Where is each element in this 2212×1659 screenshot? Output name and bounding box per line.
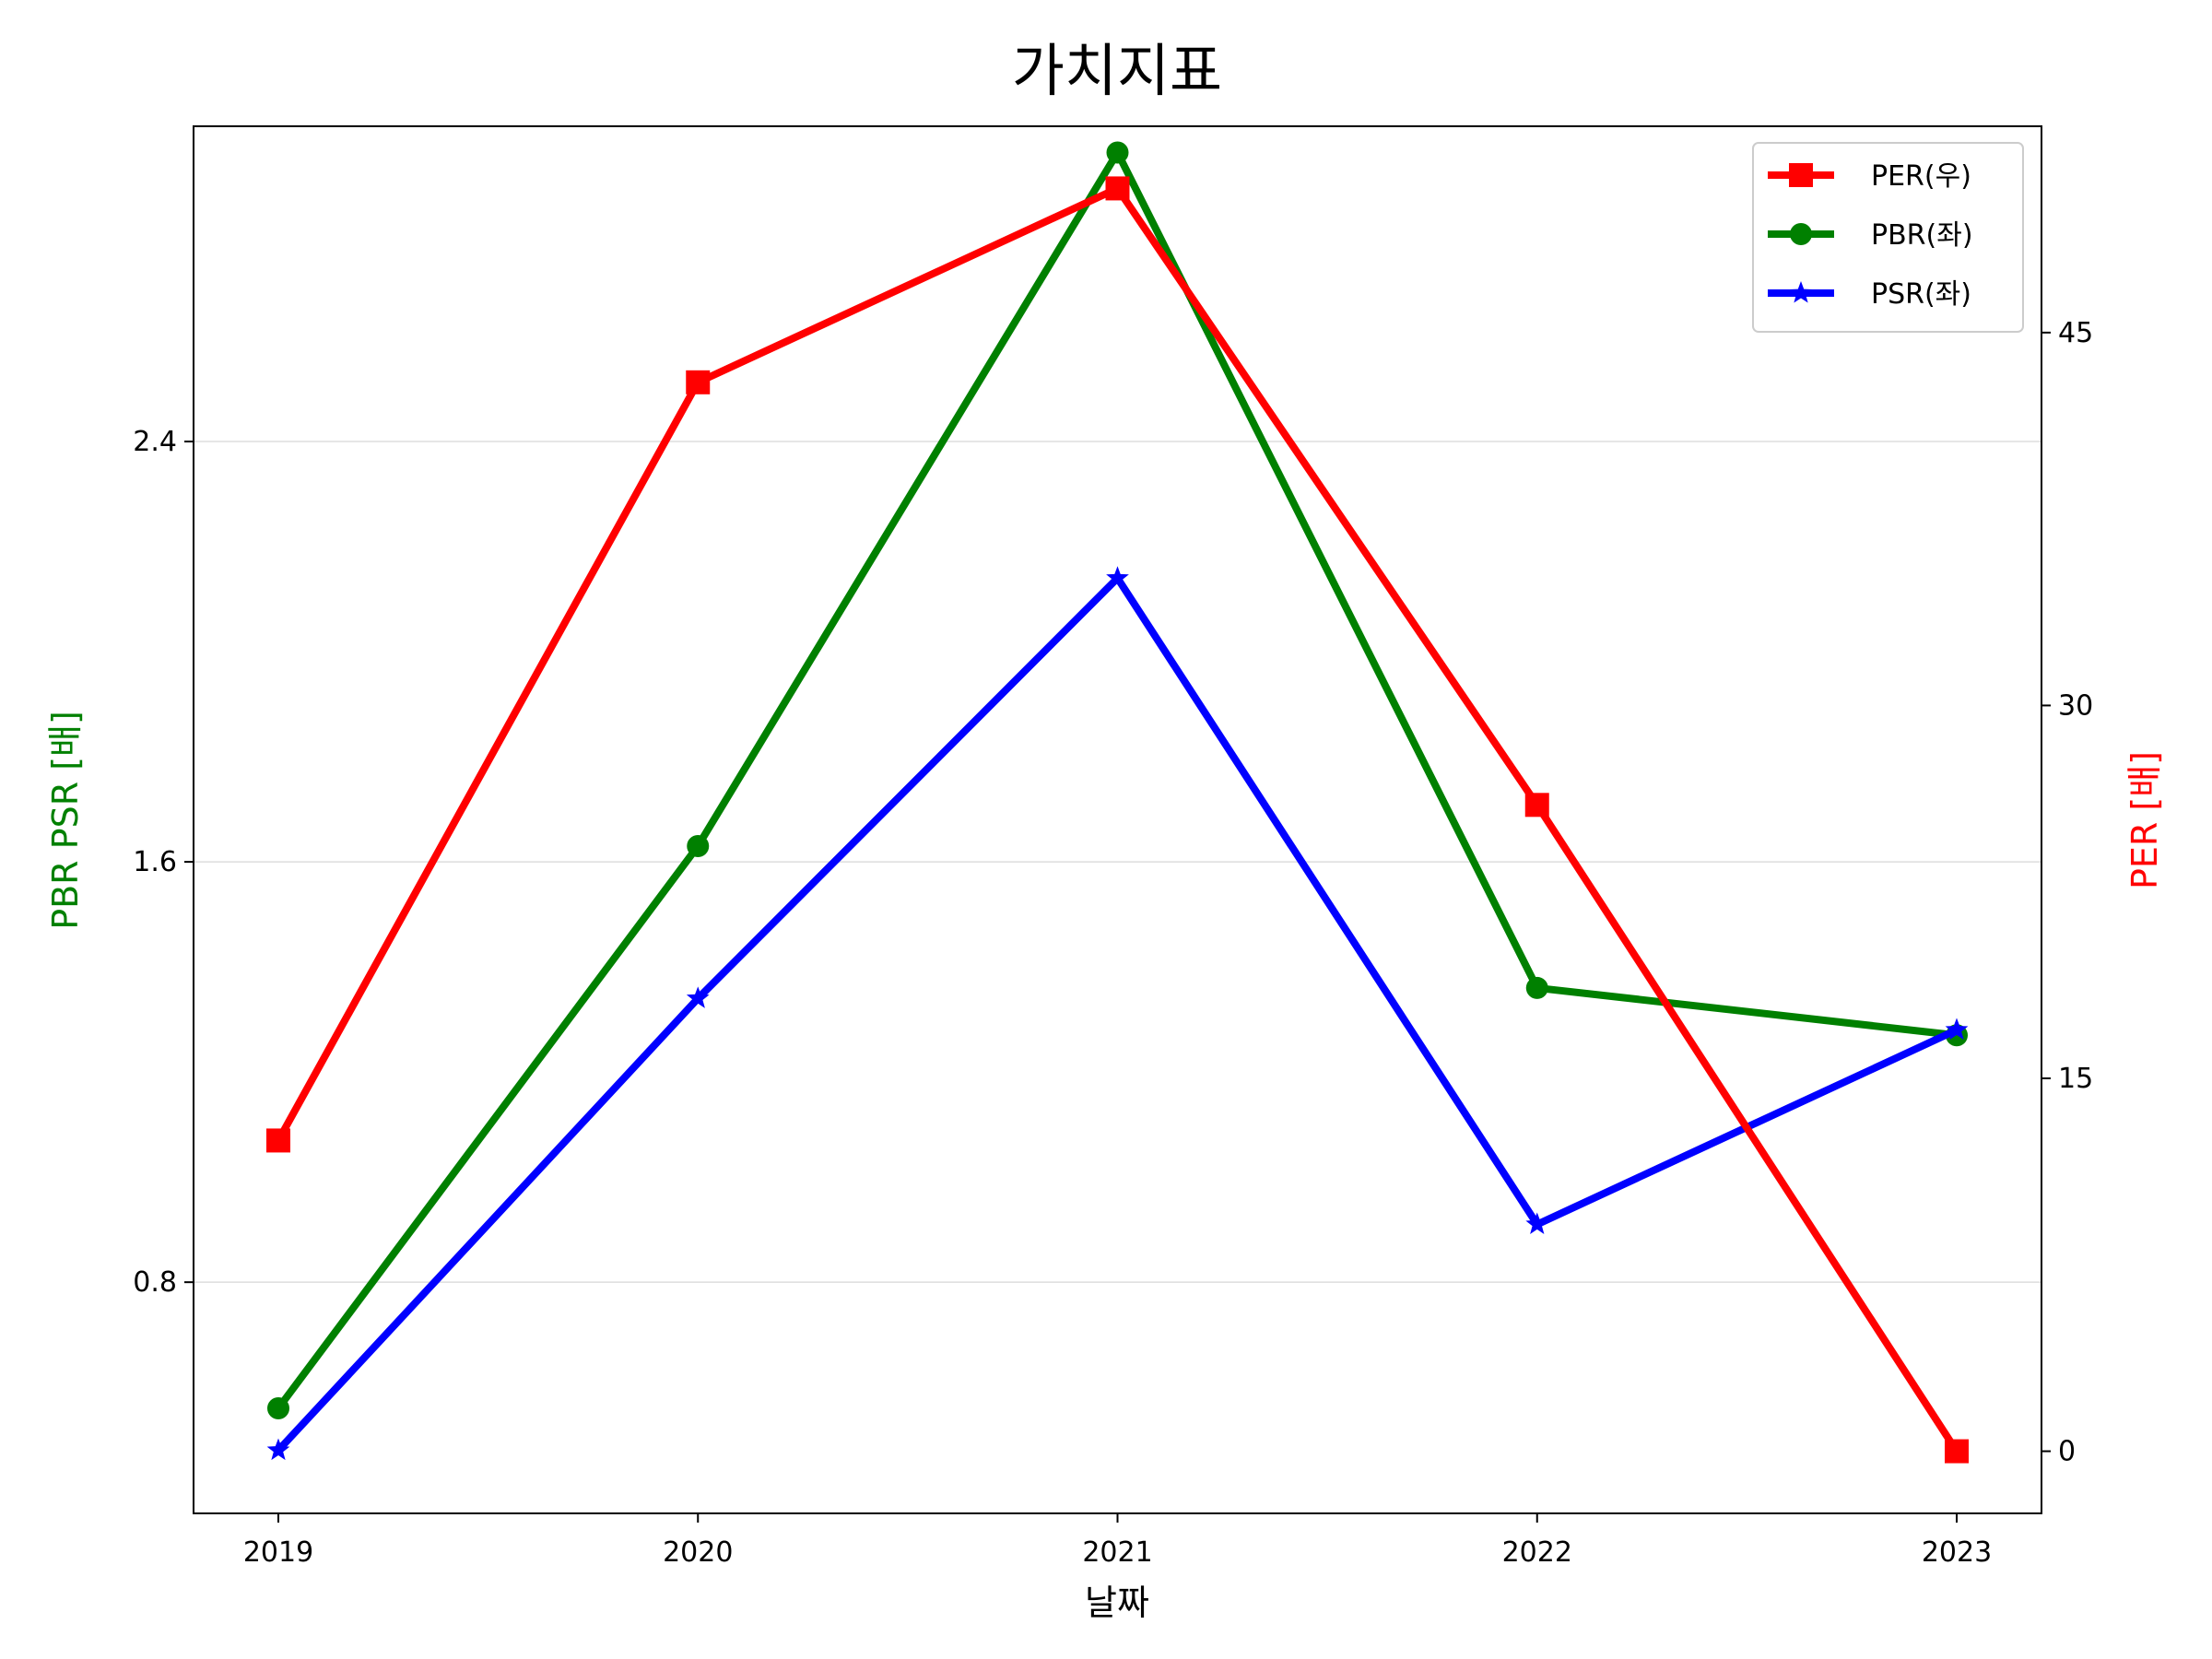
- data-point: [1105, 176, 1130, 201]
- data-point: [1945, 1018, 1969, 1041]
- legend-swatch-marker: [1789, 163, 1813, 187]
- x-tick-label: 2021: [1082, 1536, 1152, 1569]
- legend-swatch-marker: [1789, 281, 1813, 303]
- left-tick-label: 1.6: [133, 846, 177, 878]
- right-tick-label: 15: [2058, 1063, 2093, 1095]
- series-PBR(좌): [267, 141, 1968, 1419]
- series-PER(우): [266, 176, 1969, 1464]
- data-point: [1106, 141, 1129, 164]
- data-point: [1525, 976, 1548, 999]
- left-tick-label: 0.8: [133, 1266, 177, 1299]
- data-point: [266, 1438, 290, 1461]
- data-point: [1106, 566, 1129, 588]
- series-layer: [266, 141, 1969, 1464]
- x-tick-label: 2022: [1502, 1536, 1572, 1569]
- right-axis-ticks: 0 15 30 45: [2041, 317, 2093, 1468]
- x-tick-label: 2020: [663, 1536, 733, 1569]
- legend: PER(우) PBR(좌) PSR(좌): [1752, 142, 2024, 333]
- chart-title: 가치지표: [1012, 37, 1222, 104]
- left-axis-label: PBR PSR [배]: [45, 711, 86, 930]
- x-tick-label: 2019: [243, 1536, 313, 1569]
- right-axis-label: PER [배]: [2124, 751, 2165, 889]
- left-axis-ticks: 0.8 1.6 2.4: [133, 426, 194, 1299]
- right-tick-label: 45: [2058, 317, 2093, 349]
- data-point: [686, 370, 711, 394]
- legend-label: PER(우): [1871, 160, 1971, 193]
- data-point: [1945, 1439, 1969, 1464]
- data-point: [267, 1396, 289, 1419]
- data-point: [1524, 793, 1549, 818]
- right-tick-label: 30: [2058, 689, 2093, 722]
- data-point: [266, 1128, 290, 1153]
- legend-label: PSR(좌): [1871, 278, 1971, 311]
- left-tick-label: 2.4: [133, 426, 177, 458]
- legend-swatch-marker: [1790, 223, 1812, 245]
- legend-box: [1752, 142, 2024, 333]
- x-axis-label: 날짜: [1085, 1583, 1149, 1623]
- legend-label: PBR(좌): [1871, 219, 1973, 252]
- series-PSR(좌): [266, 566, 1969, 1461]
- data-point: [687, 835, 710, 858]
- right-tick-label: 0: [2058, 1436, 2076, 1468]
- grid-lines: [194, 441, 2041, 1283]
- x-axis-ticks: 2019 2020 2021 2022 2023: [243, 1513, 1992, 1569]
- data-point: [686, 986, 710, 1008]
- x-tick-label: 2023: [1922, 1536, 1992, 1569]
- data-point: [1525, 1212, 1549, 1234]
